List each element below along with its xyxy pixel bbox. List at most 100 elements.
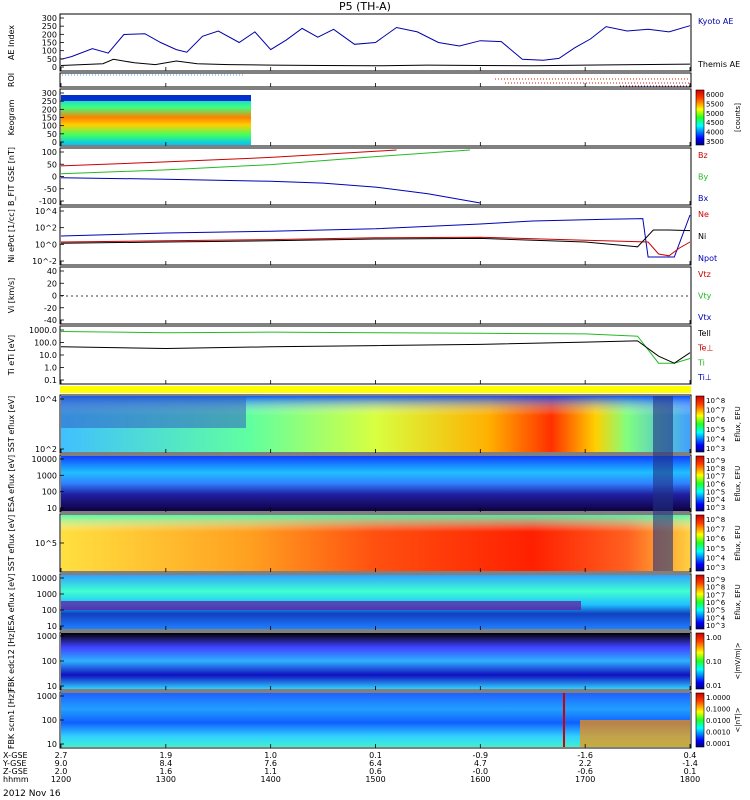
ytick-esa_e: 100 [42,488,57,497]
ytick-keogram: 100 [42,122,57,131]
series-ti [60,331,691,364]
legend-vi: Vtx [698,313,712,322]
ephemeris-row-label: Z-GSE [3,767,28,776]
series-bz [60,149,397,167]
ytick-ae: 150 [42,39,57,48]
keogram-top-band [61,95,251,101]
series-npot [60,214,691,258]
ephemeris-value: 8.4 [159,759,172,768]
vi-panel [59,266,692,325]
ylabel-ae: AE Index [7,25,16,60]
colorbar-keogram [695,89,705,146]
ytick-ti: 1.0 [44,364,57,373]
ephemeris-value: 7.6 [264,759,277,768]
ephemeris-row-label: Y-GSE [2,759,26,768]
ephemeris-value: 1.6 [159,767,172,776]
ephemeris-value: 1.0 [264,751,277,760]
ytick-sst_e: 10^4 [35,395,57,404]
series-themis-ae [60,58,691,67]
colorbar-tick: 10^4 [706,496,726,504]
legend-bfit: Bz [698,151,708,160]
ytick-ti: 10.0 [39,351,57,360]
colorbar-tick: 10^6 [706,416,726,424]
ytick-keogram: 50 [47,130,57,139]
sst-end-block [653,396,673,571]
ephemeris-value: 1.1 [264,767,277,776]
ylabel-sst_e: SST eflux [eV] [7,396,16,453]
figure-title: P5 (TH-A) [339,0,391,13]
ytick-keogram: 150 [42,114,57,123]
ytick-ae: 250 [42,22,57,31]
ytick-vi: -40 [44,316,57,325]
series-layer [60,25,691,364]
ylabel-esa_e: ESA eflux [eV] [7,455,16,512]
ytick-vi: -20 [44,304,57,313]
colorbar-tick: 10^7 [706,407,725,415]
colorbar-tick: 0.0100 [706,717,731,725]
ephemeris-value: -0.6 [577,767,593,776]
ylabel-sst_i: SST eflux [eV] [7,515,16,572]
colorbar-tick: 10^4 [706,614,726,622]
legend-ti: Te⊥ [697,344,713,353]
colorbar-tick: 0.10 [706,658,722,666]
legend-ti: Tell [697,329,711,338]
x-axis-layer: X-GSEY-GSEZ-GSEhhmm2.79.02.012001.98.41.… [2,67,700,784]
ytick-ni: 10^4 [35,207,57,216]
colorbar-tick: 10^3 [706,504,725,512]
ytick-keogram: 0 [52,138,57,147]
colorbar-tick: 10^3 [706,564,725,572]
ytick-fbk_b: 1000 [37,692,57,701]
ytick-fbk_e: 1000 [37,632,57,641]
ytick-ti: 1000.0 [29,326,57,335]
ytick-keogram: 250 [42,97,57,106]
sst-e-early [61,396,246,428]
esa-i-band [61,601,581,610]
ylabel-fbk_e: FBK edc12 [Hz] [7,630,16,691]
ytick-ae: 200 [42,30,57,39]
colorbar-tick: 10^7 [706,591,725,599]
colorbar-tick: 0.1000 [706,706,731,714]
ylabel-esa_i: ESA eflux [eV] [7,573,16,630]
ephemeris-value: 0.4 [684,751,697,760]
colorbar-tick: 10^7 [706,526,725,534]
ephemeris-value: -0.9 [473,751,489,760]
sst-i-overlay [61,515,690,571]
ytick-bfit: 50 [47,160,57,169]
ephemeris-value: 1600 [470,775,490,784]
ephemeris-value: 1400 [260,775,280,784]
ni-panel [59,206,692,266]
colorbar-tick: 10^8 [706,397,725,405]
ytick-fbk_b: 100 [42,716,57,725]
ephemeris-value: -1.6 [577,751,593,760]
ytick-bfit: 100 [42,148,57,157]
legend-bfit: By [698,173,708,182]
ytick-ae: 0 [52,63,57,72]
ytick-bfit: -100 [39,197,57,206]
ytick-bfit: -50 [44,185,57,194]
colorbar-tick: 10^8 [706,516,725,524]
colorbar-label-fbk_b: <|nT|> [734,707,742,732]
colorbar-tick: 10^7 [706,473,725,481]
colorbar-tick: 5000 [706,110,724,118]
legend-vi: Vty [698,292,712,301]
colorbar-fbk_e [695,632,705,690]
colorbar-tick: 0.0001 [706,740,731,748]
legend-bfit: Bx [698,194,708,203]
colorbar-tick: 1.0000 [706,694,731,702]
ephemeris-value: -1.4 [682,759,698,768]
ephemeris-value: 0.6 [369,767,382,776]
ytick-ae: 100 [42,47,57,56]
ephemeris-value: 1200 [51,775,71,784]
ephemeris-value: -0.0 [473,767,489,776]
flag-bar [60,386,691,393]
colorbar-sst_i [695,514,705,572]
ytick-vi: 20 [47,279,57,288]
ephemeris-row-label: X-GSE [3,751,28,760]
spectrograms [61,396,690,747]
colorbar-tick: 1.00 [706,634,722,642]
ytick-esa_i: 1000 [37,590,57,599]
legend-ti: Ti⊥ [697,373,712,382]
colorbar-tick: 3500 [706,138,724,146]
ytick-ni: 10^2 [35,224,57,233]
